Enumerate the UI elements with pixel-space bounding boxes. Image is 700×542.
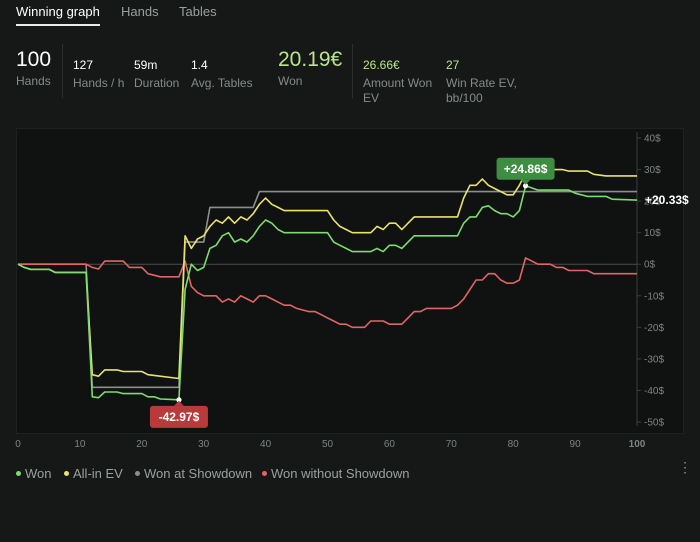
stat-won-label: Won xyxy=(278,74,303,88)
stat-hands-per-hour: 127 Hands / h xyxy=(73,58,124,91)
stat-amount-won-ev-value: 26.66€ xyxy=(363,58,400,72)
stat-amount-won-ev-label: Amount Won EV xyxy=(363,76,432,106)
legend-item-won-without-showdown[interactable]: Won without Showdown xyxy=(262,466,410,481)
stat-avg-tables-value: 1.4 xyxy=(191,58,208,72)
stat-hands-value: 100 xyxy=(16,48,52,71)
tab-tables[interactable]: Tables xyxy=(179,4,217,19)
x-tick-label: 60 xyxy=(384,439,396,450)
x-tick-label: 0 xyxy=(15,439,21,450)
legend-swatch-won-at-showdown xyxy=(135,471,140,477)
stat-hands-per-hour-value: 127 xyxy=(73,58,94,72)
stat-win-rate-ev-value: 27 xyxy=(446,58,460,72)
stat-win-rate-ev-label: Win Rate EV, bb/100 xyxy=(446,76,517,106)
stat-win-rate-ev: 27 Win Rate EV, bb/100 xyxy=(446,58,517,106)
series-all-in-ev-line xyxy=(17,165,637,380)
legend-item-won-at-showdown[interactable]: Won at Showdown xyxy=(135,466,252,481)
badge-pointer xyxy=(520,179,531,185)
legend-label-won-at-showdown: Won at Showdown xyxy=(144,466,253,481)
legend-swatch-won xyxy=(16,471,21,477)
y-tick-label: 10$ xyxy=(644,228,661,239)
more-vertical-icon[interactable]: ⋮ xyxy=(678,459,692,475)
x-tick-label: 100 xyxy=(629,439,646,450)
x-tick-label: 40 xyxy=(260,439,272,450)
legend-label-won: Won xyxy=(25,466,52,481)
x-tick-label: 90 xyxy=(570,439,582,450)
stat-amount-won-ev-label-line2: EV xyxy=(363,91,380,105)
stat-duration: 59m Duration xyxy=(134,58,179,91)
stats-summary: 100 Hands 127 Hands / h 59m Duration 1.4… xyxy=(0,40,700,120)
y-tick-label: 0$ xyxy=(644,260,656,271)
x-tick-label: 10 xyxy=(74,439,86,450)
tab-winning-graph[interactable]: Winning graph xyxy=(16,4,100,19)
y-tick-label: -20$ xyxy=(644,323,664,334)
x-tick-label: 70 xyxy=(446,439,458,450)
y-tick-label: -30$ xyxy=(644,354,664,365)
stat-divider xyxy=(352,44,353,98)
y-tick-label: 30$ xyxy=(644,165,661,176)
min-value-badge xyxy=(149,405,208,428)
max-point-marker xyxy=(522,183,529,189)
stat-win-rate-ev-label-line2: bb/100 xyxy=(446,91,483,105)
stat-avg-tables: 1.4 Avg. Tables xyxy=(191,58,253,91)
stat-win-rate-ev-label-line1: Win Rate EV, xyxy=(446,76,517,90)
legend-label-won-without-showdown: Won without Showdown xyxy=(271,466,410,481)
series-won-at-showdown-line xyxy=(18,190,637,389)
stat-amount-won-ev: 26.66€ Amount Won EV xyxy=(363,58,432,106)
y-tick-label: 20$ xyxy=(644,197,661,208)
stat-duration-label: Duration xyxy=(134,76,180,90)
y-tick-label: -40$ xyxy=(644,386,664,397)
chart-annotations: +24.86$ -42.97$ +20.33$ xyxy=(149,157,689,428)
stat-amount-won-ev-label-line1: Amount Won xyxy=(363,76,433,90)
winning-graph-chart: 40$ 30$ 20$ 10$ 0$ -10$ -20$ -30$ -40$ -50$ 0 10 20 3… xyxy=(15,132,689,450)
stat-hands-label: Hands xyxy=(16,74,51,88)
stat-won-value: 20.19€ xyxy=(278,48,343,71)
max-value-badge xyxy=(496,157,555,180)
x-tick-label: 30 xyxy=(198,439,210,450)
stat-hands-per-hour-label: Hands / h xyxy=(73,76,125,90)
series-won-line xyxy=(17,185,638,401)
legend-item-all-in-ev[interactable]: All-in EV xyxy=(64,466,123,481)
legend-swatch-won-without-showdown xyxy=(262,471,267,477)
y-tick-label: 40$ xyxy=(644,134,661,145)
legend-swatch-all-in-ev xyxy=(64,471,69,477)
y-tick-label: -50$ xyxy=(644,418,664,429)
tab-bar: Winning graph Hands Tables xyxy=(0,0,700,32)
x-tick-label: 50 xyxy=(322,439,334,450)
min-value-label: -42.97$ xyxy=(159,410,200,424)
badge-pointer xyxy=(173,400,184,406)
stat-duration-value: 59m xyxy=(134,58,158,72)
x-tick-label: 80 xyxy=(508,439,520,450)
stat-avg-tables-label: Avg. Tables xyxy=(191,76,253,90)
series-won-without-showdown-line xyxy=(18,257,637,329)
x-tick-label: 20 xyxy=(136,439,148,450)
stat-won: 20.19€ Won xyxy=(278,48,342,89)
stat-divider xyxy=(62,44,63,98)
legend-item-won[interactable]: Won xyxy=(16,466,52,481)
stat-hands: 100 Hands xyxy=(16,48,51,89)
y-tick-label: -10$ xyxy=(644,291,664,302)
min-point-marker xyxy=(176,397,182,403)
legend-label-all-in-ev: All-in EV xyxy=(73,466,123,481)
chart-panel xyxy=(16,128,684,434)
chart-axes: 40$ 30$ 20$ 10$ 0$ -10$ -20$ -30$ -40$ -50$ 0 10 20 3… xyxy=(15,132,664,450)
tab-hands[interactable]: Hands xyxy=(121,4,159,19)
chart-series xyxy=(17,165,638,401)
max-value-label: +24.86$ xyxy=(504,162,548,176)
active-tab-underline xyxy=(16,24,100,26)
final-value-label: +20.33$ xyxy=(645,193,689,207)
